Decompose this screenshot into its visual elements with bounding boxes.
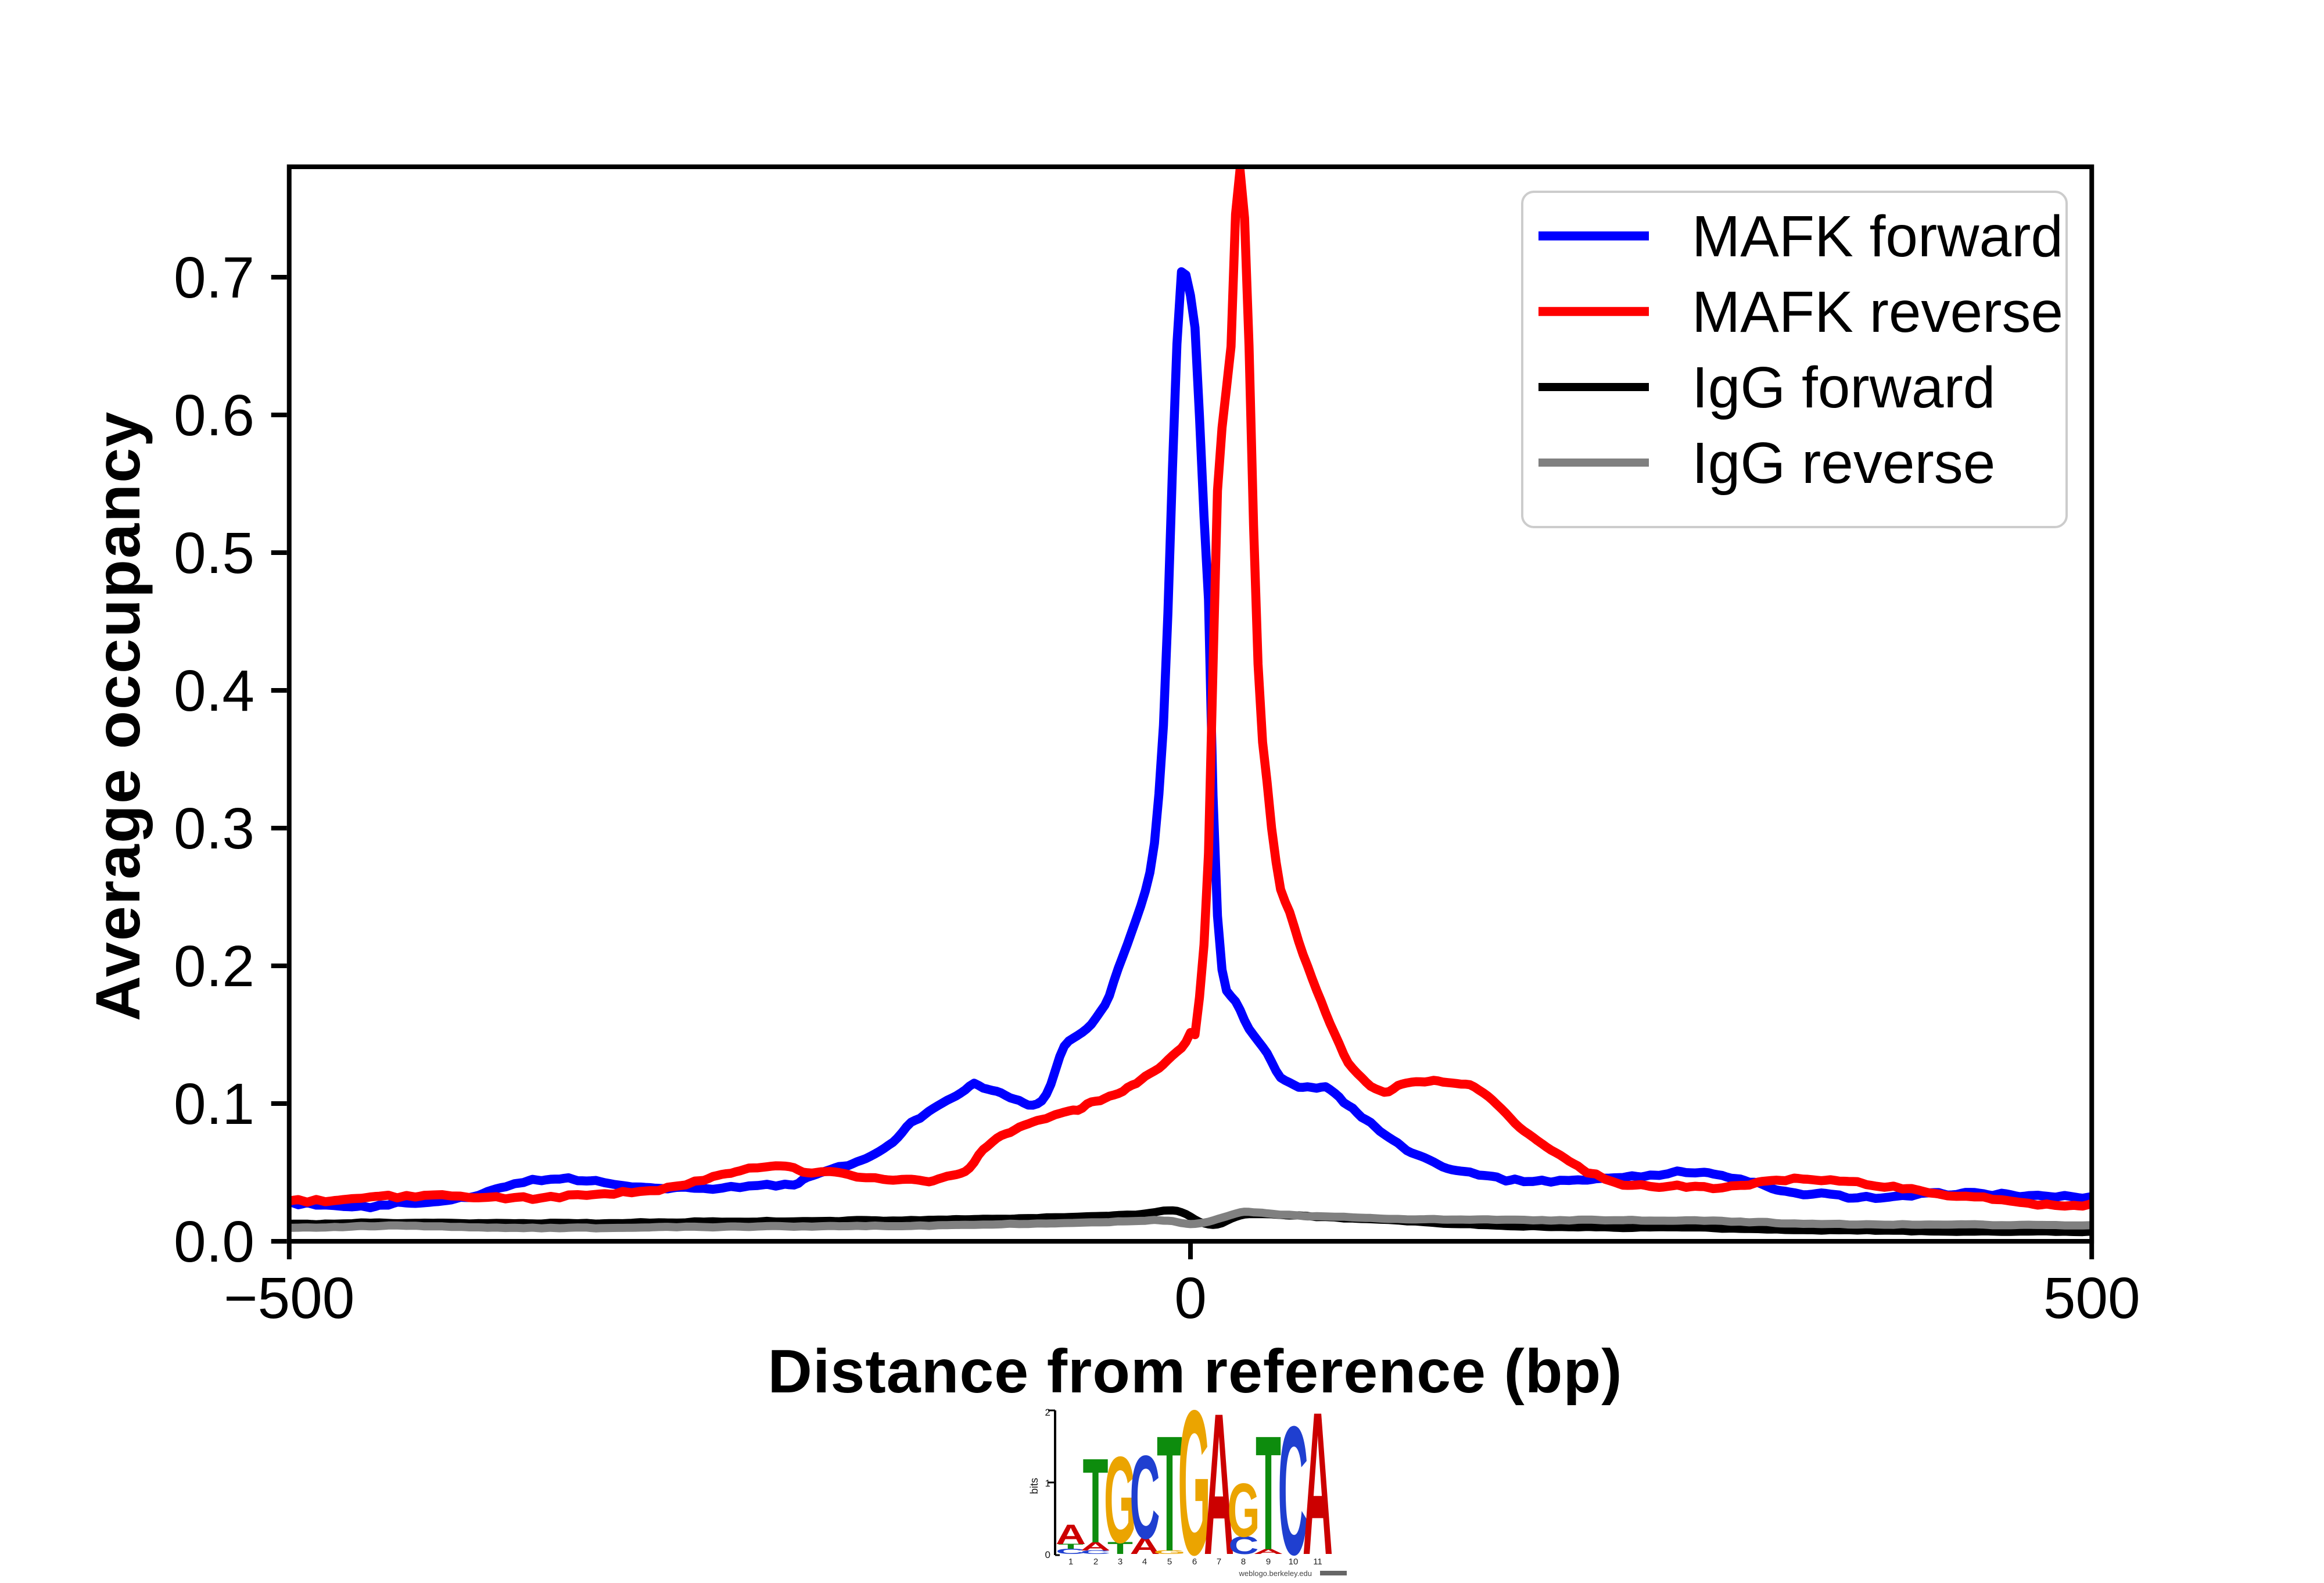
svg-text:0.5: 0.5 [174,521,254,586]
svg-text:C: C [1130,1431,1160,1564]
svg-text:Distance from reference (bp): Distance from reference (bp) [768,1337,1622,1406]
svg-text:C: C [1081,1549,1111,1555]
svg-text:G: G [1227,1468,1260,1553]
svg-text:IgG forward: IgG forward [1692,355,1995,420]
svg-text:1: 1 [1045,1478,1050,1489]
svg-text:A: A [1204,1372,1234,1583]
svg-text:A: A [1081,1540,1111,1553]
svg-text:2: 2 [1093,1557,1098,1567]
svg-text:G: G [1153,1549,1186,1555]
svg-text:7: 7 [1217,1557,1221,1567]
svg-text:3: 3 [1118,1557,1122,1567]
svg-text:A: A [1130,1534,1160,1559]
svg-text:0.4: 0.4 [174,658,254,724]
svg-text:A: A [1056,1519,1086,1550]
svg-text:1: 1 [1068,1557,1073,1567]
svg-text:A: A [1253,1548,1283,1555]
svg-text:Average occupancy: Average occupancy [83,411,153,1021]
svg-text:MAFK reverse: MAFK reverse [1692,280,2063,345]
svg-text:bits: bits [1028,1478,1040,1494]
svg-text:0.0: 0.0 [174,1209,254,1274]
svg-text:T: T [1107,1538,1133,1557]
svg-text:0.6: 0.6 [174,383,254,448]
svg-text:500: 500 [2043,1266,2140,1331]
svg-text:0.3: 0.3 [174,796,254,861]
svg-text:11: 11 [1313,1557,1322,1567]
svg-text:6: 6 [1192,1557,1197,1567]
svg-text:G: G [1104,1431,1136,1569]
svg-text:0: 0 [1045,1549,1050,1560]
svg-text:A: A [1303,1370,1333,1583]
svg-text:0: 0 [1174,1266,1207,1331]
svg-text:MAFK forward: MAFK forward [1692,204,2063,269]
svg-text:0.1: 0.1 [174,1072,254,1137]
svg-text:IgG reverse: IgG reverse [1692,431,1995,496]
svg-text:−500: −500 [224,1266,354,1331]
svg-text:5: 5 [1167,1557,1172,1567]
svg-text:8: 8 [1241,1557,1246,1567]
svg-text:0.7: 0.7 [174,245,254,310]
svg-text:T: T [1256,1403,1281,1583]
svg-text:C: C [1278,1388,1308,1583]
svg-text:C: C [1228,1531,1258,1559]
svg-text:T: T [1083,1433,1109,1568]
svg-text:C: C [1056,1547,1086,1556]
svg-text:G: G [1178,1368,1210,1583]
svg-text:T: T [1058,1542,1084,1550]
svg-text:T: T [1157,1402,1182,1583]
svg-text:2: 2 [1045,1407,1050,1418]
svg-text:weblogo.berkeley.edu: weblogo.berkeley.edu [1238,1569,1312,1578]
svg-text:10: 10 [1289,1557,1299,1567]
svg-text:9: 9 [1266,1557,1271,1567]
svg-text:4: 4 [1142,1557,1147,1567]
svg-text:0.2: 0.2 [174,934,254,999]
